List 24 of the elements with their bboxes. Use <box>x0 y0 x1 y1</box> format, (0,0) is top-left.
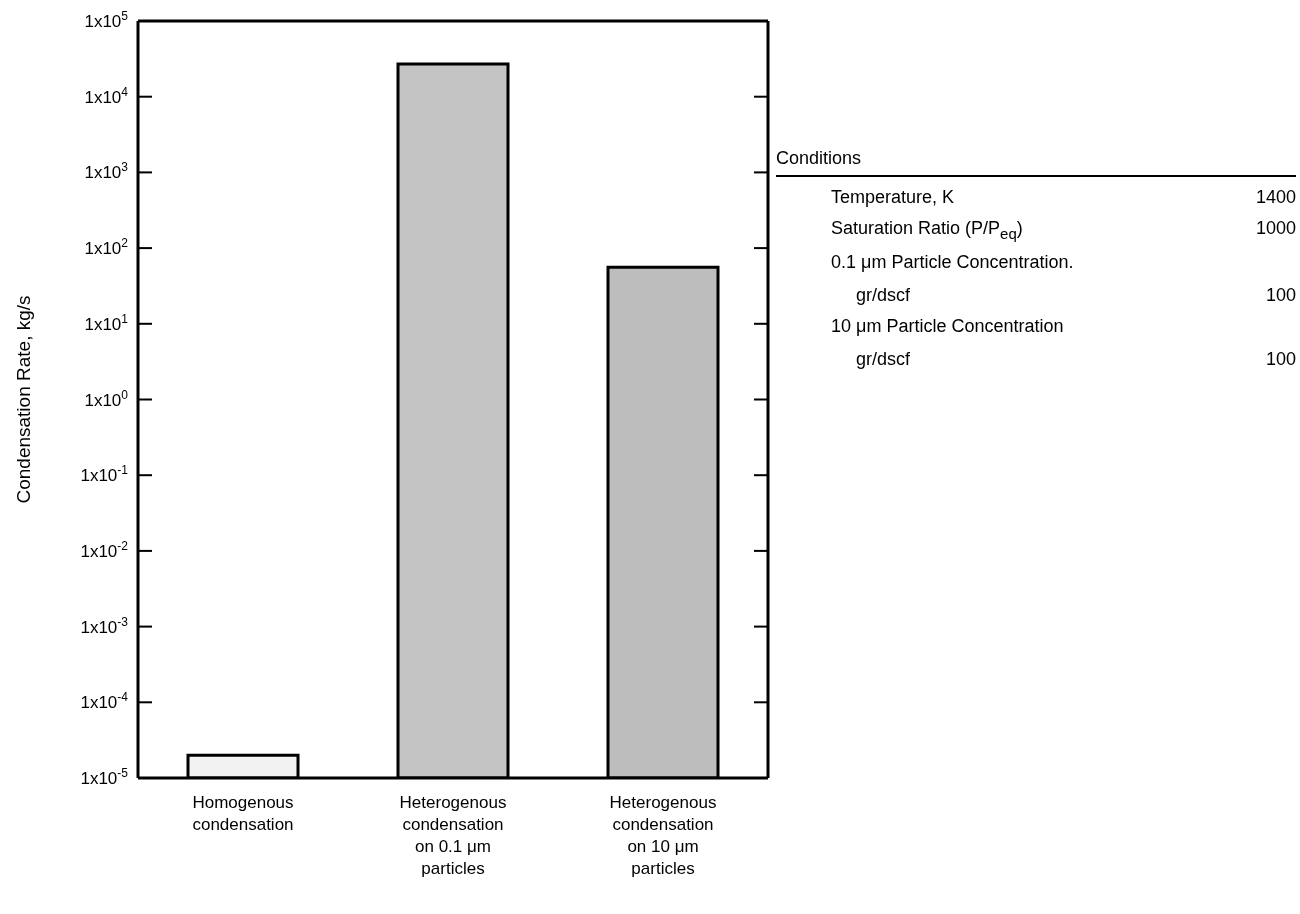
category-label: Temperature, K <box>831 187 955 208</box>
category-label: 10 μm Particle Concentration gr/dscf <box>831 315 1064 370</box>
y-tick-label: 1x10$^{0}$ <box>84 387 129 410</box>
y-tick-label: 1x10$^{-4}$ <box>80 690 129 713</box>
data-label: 1400 <box>1255 187 1296 208</box>
data-label: 100 <box>1265 284 1296 306</box>
y-tick-label: 1x10$^{-1}$ <box>80 463 129 486</box>
x-tick-label: Heterogenous condensation on 0.1 μm particles <box>399 793 507 878</box>
y-axis-title: Condensation Rate, kg/s <box>12 295 34 504</box>
x-tick-label: Heterogenous condensation on 10 μm particles <box>609 793 717 878</box>
y-tick-label: 1x10$^{4}$ <box>84 84 129 107</box>
y-tick-label: 1x10$^{2}$ <box>84 236 129 259</box>
category-label: Saturation Ratio (P/P$_{eq}$) <box>831 218 1023 242</box>
category-label: 0.1 μm Particle Concentration. gr/dscf <box>831 251 1074 306</box>
y-tick-label: 1x10$^{-3}$ <box>80 614 129 637</box>
y-tick-label: 1x10$^{1}$ <box>84 311 129 334</box>
y-tick-label: 1x10$^{-5}$ <box>80 766 129 788</box>
text: Conditions <box>776 148 1296 177</box>
x-tick-label: Homogenous condensation <box>192 793 294 834</box>
y-tick-label: 1x10$^{-2}$ <box>80 538 129 561</box>
data-label: 1000 <box>1255 218 1296 240</box>
y-tick-label: 1x10$^{3}$ <box>84 160 129 183</box>
y-tick-label: 1x10$^{5}$ <box>84 9 129 31</box>
data-label: 100 <box>1265 348 1296 370</box>
